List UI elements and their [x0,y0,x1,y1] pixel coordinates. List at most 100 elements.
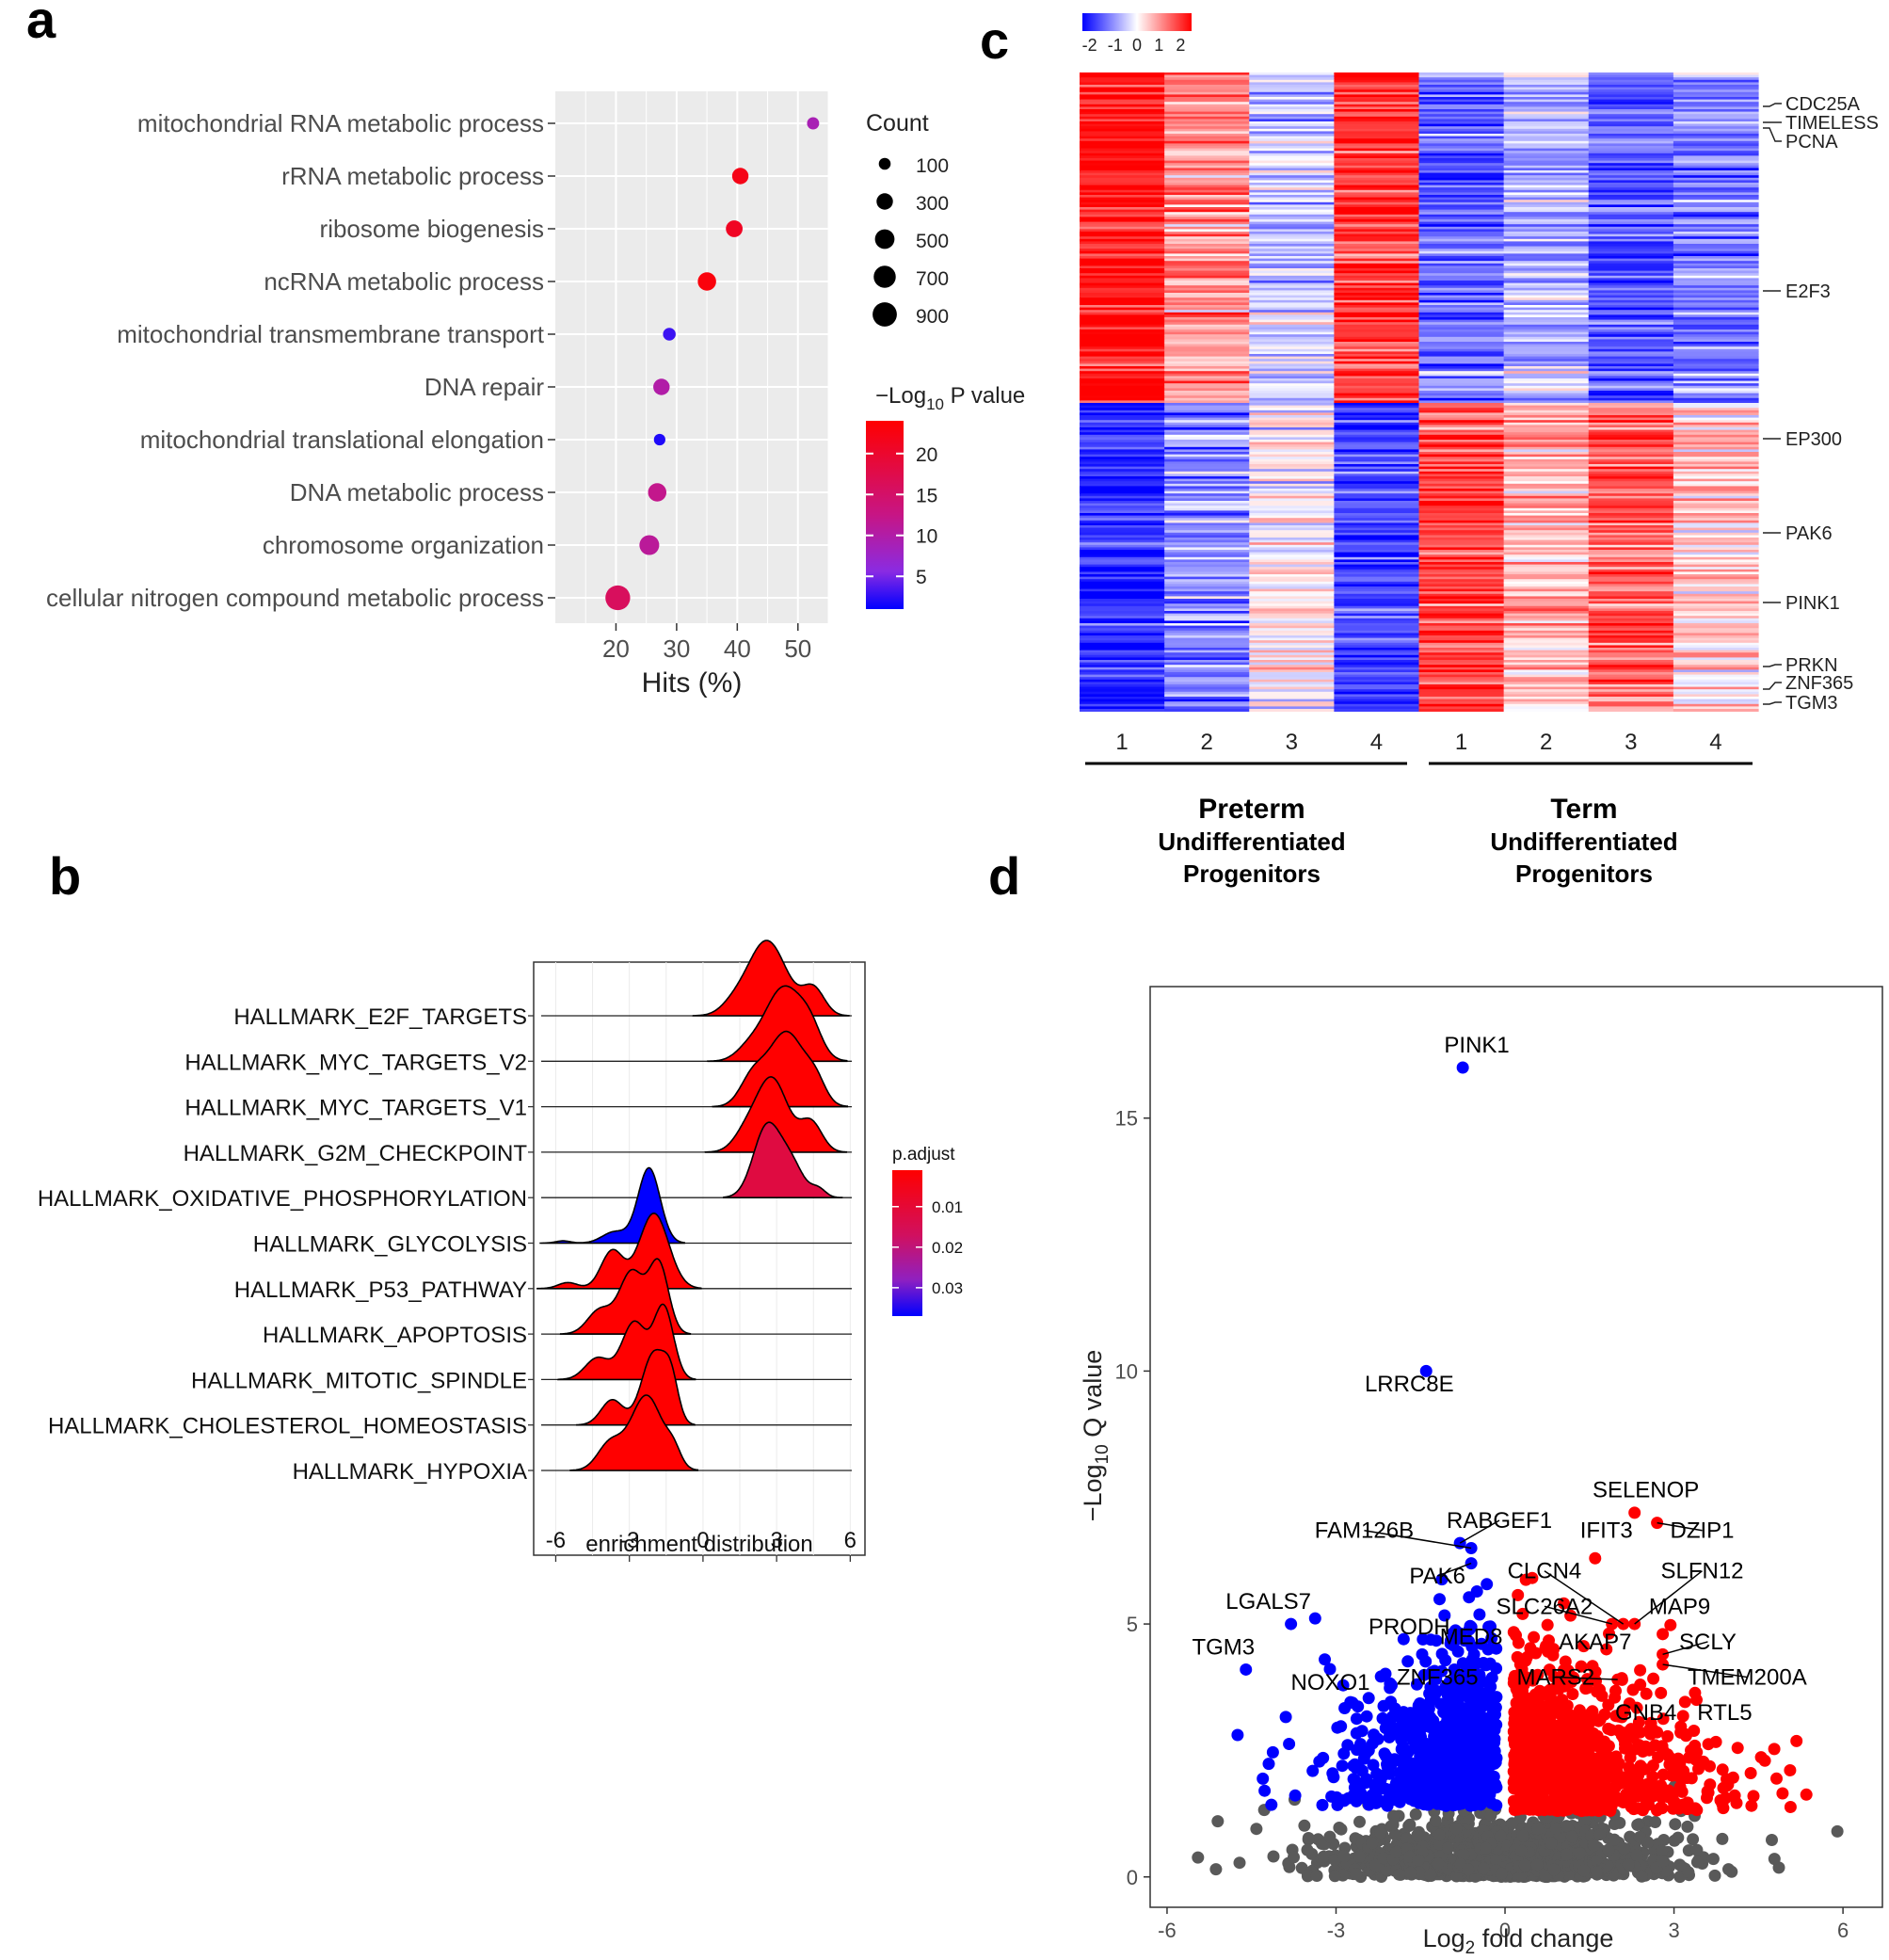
panel-c-heatmap-cell [1080,458,1165,462]
panel-c-heatmap-cell [1249,483,1335,487]
panel-c-heatmap-cell [1503,268,1590,271]
panel-c-heatmap-cell [1418,297,1505,301]
panel-c-heatmap-cell [1418,567,1505,570]
panel-c-heatmap-cell [1249,591,1335,595]
panel-c-heatmap-cell [1503,138,1590,142]
panel-c-heatmap-cell [1588,544,1674,548]
panel-c-heatmap-cell [1673,654,1759,658]
panel-c-heatmap-cell [1080,207,1165,210]
panel-c-heatmap-cell [1588,378,1674,381]
panel-c-heatmap-cell [1673,674,1759,678]
panel-c-heatmap-cell [1249,273,1335,277]
panel-c-heatmap-cell [1164,550,1250,553]
panel-c-heatmap-cell [1080,116,1165,120]
panel-c-heatmap-cell [1418,290,1505,294]
panel-c-heatmap-cell [1249,111,1335,115]
panel-c-heatmap-cell [1588,270,1674,274]
panel-c-heatmap-cell [1673,281,1759,283]
panel-c-heatmap-cell [1080,584,1165,587]
panel-c-heatmap-cell [1503,121,1590,124]
panel-c-heatmap-cell [1334,172,1420,176]
panel-c-heatmap-cell [1673,219,1759,222]
panel-c-heatmap-cell [1249,464,1335,467]
panel-c-heatmap-cell [1503,539,1590,543]
panel-c-heatmap-cell [1164,168,1250,171]
panel-c-heatmap-cell [1334,405,1420,409]
panel-c-heatmap-cell [1249,334,1335,338]
panel-c-heatmap-cell [1418,601,1505,604]
panel-c-heatmap-cell [1164,605,1250,609]
panel-c-heatmap-cell [1418,116,1505,120]
panel-c-heatmap-cell [1080,662,1165,666]
panel-c-heatmap-cell [1080,138,1165,142]
panel-c-heatmap-cell [1673,209,1759,213]
panel-c-heatmap-cell [1418,250,1505,254]
panel-c-heatmap-cell [1334,293,1420,296]
panel-c-heatmap-cell [1164,183,1250,185]
panel-c-heatmap-cell [1673,464,1759,467]
panel-c-heatmap-cell [1249,197,1335,201]
panel-d-point-nonsig [1489,1854,1502,1867]
panel-c-heatmap-cell [1334,229,1420,233]
panel-c-heatmap-cell [1503,366,1590,369]
panel-c-heatmap-cell [1588,520,1674,523]
panel-c-heatmap-cell [1673,603,1759,607]
panel-c-heatmap-cell [1080,249,1165,252]
panel-c-heatmap-cell [1249,138,1335,142]
panel-c-heatmap-cell [1503,79,1590,83]
panel-c-heatmap-cell [1334,556,1420,560]
panel-c-heatmap-cell [1588,293,1674,296]
panel-d-point-nonsig [1404,1866,1417,1879]
panel-b-category-label: HALLMARK_E2F_TARGETS [233,1004,527,1030]
panel-d-point-down [1341,1739,1354,1752]
panel-c-heatmap-cell [1334,469,1420,473]
panel-c-heatmap-cell [1418,170,1505,173]
panel-c-heatmap-cell [1334,427,1420,430]
panel-c-heatmap-cell [1503,677,1590,681]
panel-d-point-up [1673,1757,1687,1770]
panel-c-heatmap-cell [1588,652,1674,656]
panel-c-heatmap-cell [1080,383,1165,387]
panel-a-dot [639,535,660,555]
panel-c-heatmap-cell [1334,425,1420,428]
panel-c-heatmap-cell [1080,400,1165,404]
panel-c-heatmap-cell [1080,334,1165,338]
panel-c-heatmap-cell [1080,388,1165,392]
panel-c-heatmap-cell [1334,444,1420,448]
panel-c-heatmap-cell [1080,623,1165,626]
panel-c-heatmap-cell [1503,385,1590,389]
panel-c-heatmap-cell [1673,400,1759,404]
panel-c-heatmap-cell [1418,403,1505,406]
panel-letter-d: d [988,846,1020,906]
panel-c-heatmap-cell [1673,503,1759,506]
panel-c-heatmap-cell [1418,391,1505,394]
panel-c-heatmap-cell [1588,486,1674,490]
panel-c-heatmap-cell [1588,314,1674,318]
panel-c-heatmap-cell [1334,506,1420,509]
panel-c-heatmap-cell [1673,371,1759,375]
panel-c-heatmap-cell [1503,160,1590,164]
panel-c-heatmap-cell [1080,351,1165,355]
panel-d-point-down [1431,1797,1444,1810]
panel-c-heatmap-cell [1673,571,1759,575]
panel-c-heatmap-cell [1503,307,1590,311]
panel-c-heatmap-cell [1418,584,1505,587]
panel-c-heatmap-cell [1164,339,1250,343]
panel-c-heatmap-cell [1164,703,1250,707]
panel-d-point-nonsig [1516,1829,1529,1842]
panel-c-heatmap-cell [1164,637,1250,641]
panel-c-heatmap-cell [1673,532,1759,536]
panel-c-heatmap-cell [1164,669,1250,673]
panel-c-column-label: 1 [1115,730,1128,755]
panel-c-heatmap-cell [1673,686,1759,690]
panel-b-category-label: HALLMARK_CHOLESTEROL_HOMEOSTASIS [48,1414,527,1439]
panel-c-heatmap-cell [1503,437,1590,441]
panel-c-heatmap-cell [1080,109,1165,112]
panel-c-heatmap-cell [1249,501,1335,504]
panel-c-heatmap-cell [1588,299,1674,303]
panel-c-heatmap-cell [1334,588,1420,592]
panel-d-point-nonsig [1539,1869,1552,1882]
panel-c-heatmap-cell [1334,697,1420,699]
panel-c-heatmap-cell [1418,201,1505,205]
panel-d-point-up [1566,1688,1579,1700]
